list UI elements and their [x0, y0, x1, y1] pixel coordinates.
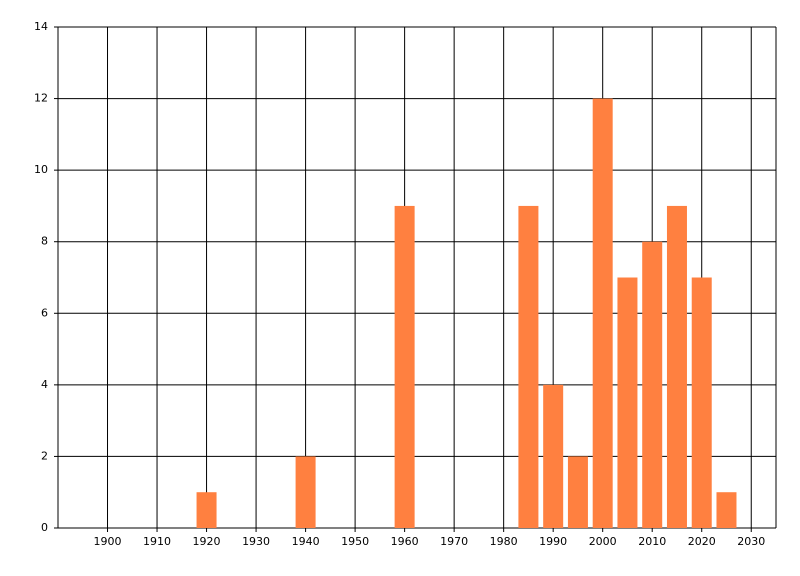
x-tick-label: 1930	[242, 535, 270, 548]
y-tick-label: 14	[34, 20, 48, 33]
x-tick-label: 1960	[391, 535, 419, 548]
x-tick-label: 1920	[193, 535, 221, 548]
bar	[666, 205, 687, 528]
y-tick-label: 12	[34, 92, 48, 105]
x-tick-label: 2000	[589, 535, 617, 548]
y-tick-label: 10	[34, 163, 48, 176]
bar	[691, 277, 712, 528]
y-tick-label: 4	[41, 378, 48, 391]
y-tick-label: 6	[41, 306, 48, 319]
bar	[617, 277, 638, 528]
bar	[518, 205, 539, 528]
bar	[592, 98, 613, 529]
x-tick-label: 1950	[341, 535, 369, 548]
x-tick-label: 1990	[539, 535, 567, 548]
x-tick-label: 2030	[737, 535, 765, 548]
y-tick-label: 2	[41, 449, 48, 462]
bar	[567, 456, 588, 528]
x-tick-label: 1900	[94, 535, 122, 548]
y-tick-label: 0	[41, 521, 48, 534]
x-tick-label: 2010	[638, 535, 666, 548]
x-tick-label: 1910	[143, 535, 171, 548]
y-tick-label: 8	[41, 235, 48, 248]
bar	[642, 241, 663, 528]
bar	[196, 492, 217, 528]
bar	[716, 492, 737, 528]
bar	[394, 205, 415, 528]
bar	[295, 456, 316, 528]
x-tick-label: 1970	[440, 535, 468, 548]
x-tick-label: 1940	[292, 535, 320, 548]
x-tick-label: 2020	[688, 535, 716, 548]
x-tick-label: 1980	[490, 535, 518, 548]
bar	[543, 384, 564, 528]
